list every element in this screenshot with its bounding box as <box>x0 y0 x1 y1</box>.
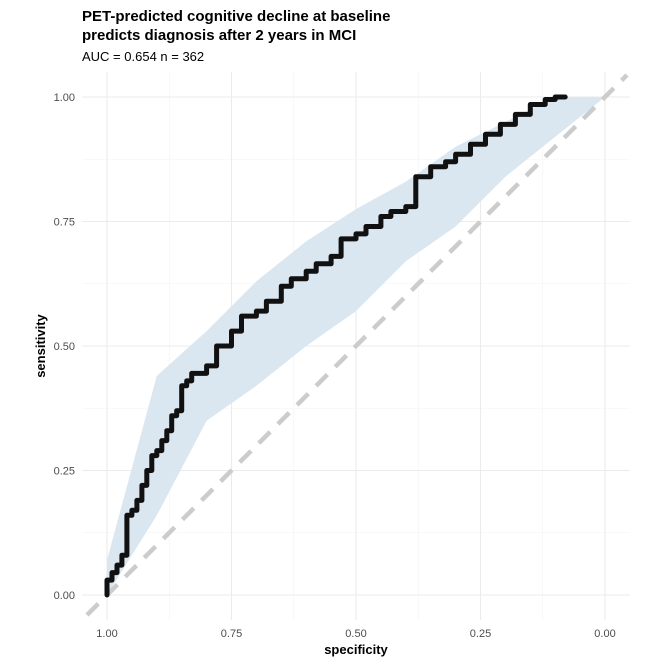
x-tick-label: 1.00 <box>96 628 117 640</box>
confidence-band <box>107 97 605 595</box>
x-tick-label: 0.50 <box>345 628 366 640</box>
y-tick-label: 1.00 <box>54 92 75 104</box>
y-tick-label: 0.50 <box>54 341 75 353</box>
x-tick-label: 0.25 <box>470 628 491 640</box>
x-axis-title: specificity <box>324 642 388 657</box>
y-tick-labels: 0.00 0.25 0.50 0.75 1.00 <box>54 92 75 602</box>
x-tick-label: 0.00 <box>594 628 615 640</box>
y-tick-label: 0.00 <box>54 590 75 602</box>
confidence-band-layer <box>107 97 605 595</box>
reference-diagonal <box>85 73 629 617</box>
x-tick-label: 0.75 <box>221 628 242 640</box>
roc-curve <box>104 94 568 598</box>
chart-title-line-1: PET-predicted cognitive decline at basel… <box>82 8 390 25</box>
chart-title-line-2: predicts diagnosis after 2 years in MCI <box>82 27 356 44</box>
reference-line-layer <box>85 73 629 617</box>
x-tick-labels: 1.00 0.75 0.50 0.25 0.00 <box>96 628 615 640</box>
y-tick-label: 0.75 <box>54 217 75 229</box>
chart-subtitle: AUC = 0.654 n = 362 <box>82 49 204 64</box>
y-axis-title: sensitivity <box>33 313 48 377</box>
roc-curve-layer <box>104 94 568 598</box>
y-tick-label: 0.25 <box>54 466 75 478</box>
